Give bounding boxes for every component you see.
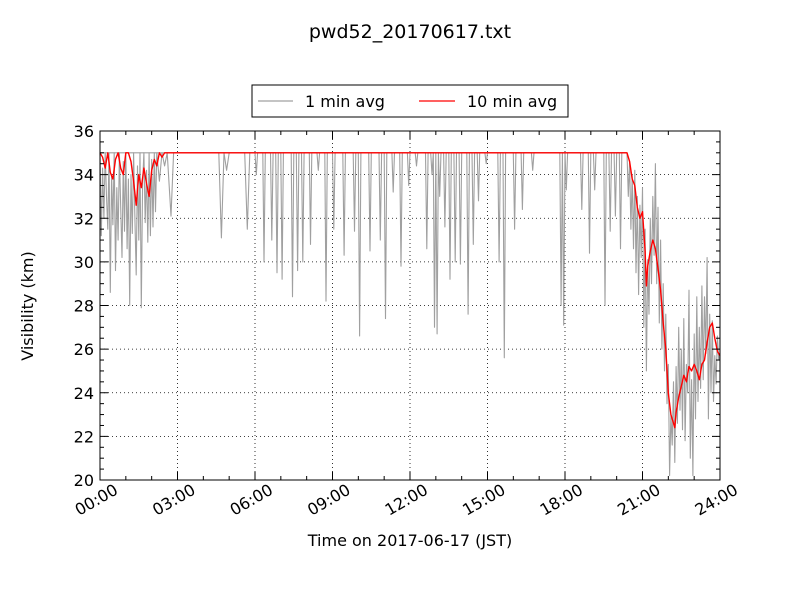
series-line-10min-avg <box>99 152 721 429</box>
x-tick-label: 21:00 <box>614 480 663 520</box>
x-tick-label: 18:00 <box>537 480 586 520</box>
chart-title: pwd52_20170617.txt <box>309 21 511 43</box>
series-layer <box>99 152 721 477</box>
y-tick-labels: 20 22 24 26 28 30 32 34 36 <box>74 122 94 490</box>
x-tick-label: 24:00 <box>692 480 741 520</box>
x-tick-label: 09:00 <box>304 480 353 520</box>
y-tick-label: 26 <box>74 340 94 359</box>
y-tick-label: 24 <box>74 384 94 403</box>
y-tick-label: 32 <box>74 209 94 228</box>
legend: 1 min avg 10 min avg <box>251 84 569 118</box>
x-tick-label: 15:00 <box>459 480 508 520</box>
x-axis-label: Time on 2017-06-17 (JST) <box>307 531 512 550</box>
series-line-1min-avg <box>99 152 721 477</box>
y-tick-label: 34 <box>74 166 94 185</box>
y-axis-label: Visibility (km) <box>18 251 37 360</box>
x-tick-label: 12:00 <box>382 480 431 520</box>
y-tick-label: 20 <box>74 471 94 490</box>
axis-ticks <box>99 130 721 481</box>
legend-box <box>251 84 569 118</box>
y-tick-label: 28 <box>74 297 94 316</box>
x-tick-labels: 00:00 03:00 06:00 09:00 12:00 15:00 18:00 21:00… <box>72 480 741 520</box>
legend-label-10min: 10 min avg <box>467 92 557 111</box>
y-tick-label: 36 <box>74 122 94 141</box>
legend-label-1min: 1 min avg <box>305 92 385 111</box>
y-tick-label: 30 <box>74 253 94 272</box>
x-tick-label: 06:00 <box>227 480 276 520</box>
y-tick-label: 22 <box>74 427 94 446</box>
x-tick-label: 03:00 <box>149 480 198 520</box>
